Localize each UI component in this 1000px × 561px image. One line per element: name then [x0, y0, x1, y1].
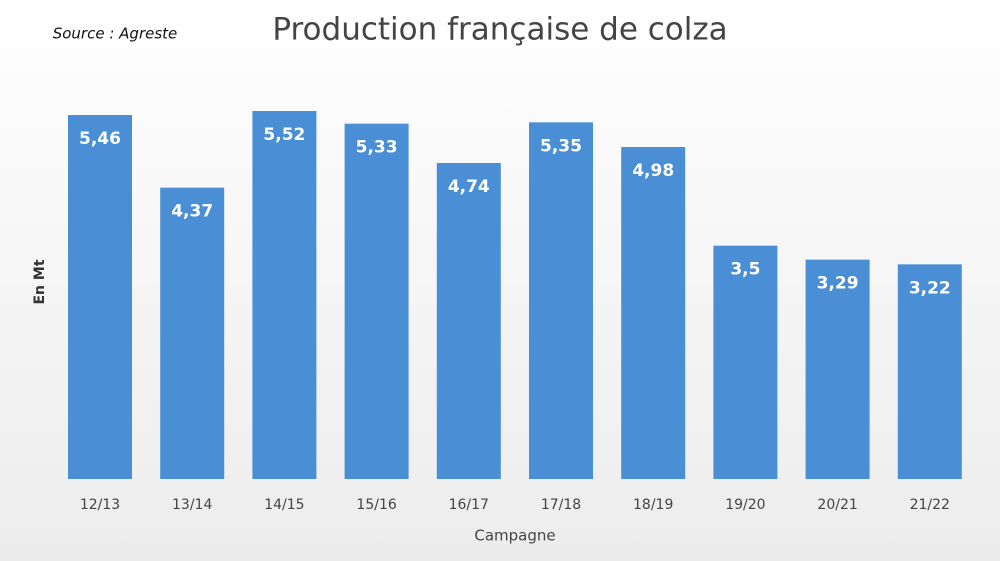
value-label: 5,46	[79, 129, 121, 149]
value-label: 3,5	[730, 260, 760, 280]
bar	[68, 115, 132, 479]
x-tick-label: 20/21	[817, 497, 857, 513]
bar	[621, 147, 686, 479]
value-label: 5,35	[540, 136, 582, 156]
bar	[897, 264, 962, 479]
value-label: 3,22	[909, 278, 951, 298]
x-tick-label: 14/15	[264, 497, 304, 513]
source-note: Source : Agreste	[53, 25, 178, 43]
x-tick-label: 12/13	[80, 497, 120, 513]
x-tick-label: 13/14	[172, 497, 212, 513]
value-label: 5,52	[263, 125, 305, 145]
bar	[805, 259, 870, 479]
bar	[529, 122, 593, 479]
bar	[713, 245, 778, 479]
x-tick-label: 17/18	[541, 497, 581, 513]
x-tick-label: 15/16	[356, 497, 396, 513]
value-label: 4,74	[448, 177, 490, 197]
x-axis-title: Campagne	[474, 527, 555, 545]
bar	[252, 111, 317, 479]
value-label: 3,29	[817, 274, 859, 294]
bar	[160, 187, 225, 479]
value-label: 5,33	[356, 138, 398, 158]
x-tick-label: 16/17	[449, 497, 489, 513]
x-tick-label: 19/20	[725, 497, 765, 513]
chart-title: Production française de colza	[272, 12, 727, 48]
value-label: 4,37	[171, 202, 213, 222]
y-axis-title: En Mt	[32, 259, 48, 304]
bar	[344, 123, 409, 480]
bar	[436, 163, 501, 479]
value-label: 4,98	[632, 161, 674, 181]
x-tick-label: 21/22	[910, 497, 950, 513]
x-tick-label: 18/19	[633, 497, 673, 513]
